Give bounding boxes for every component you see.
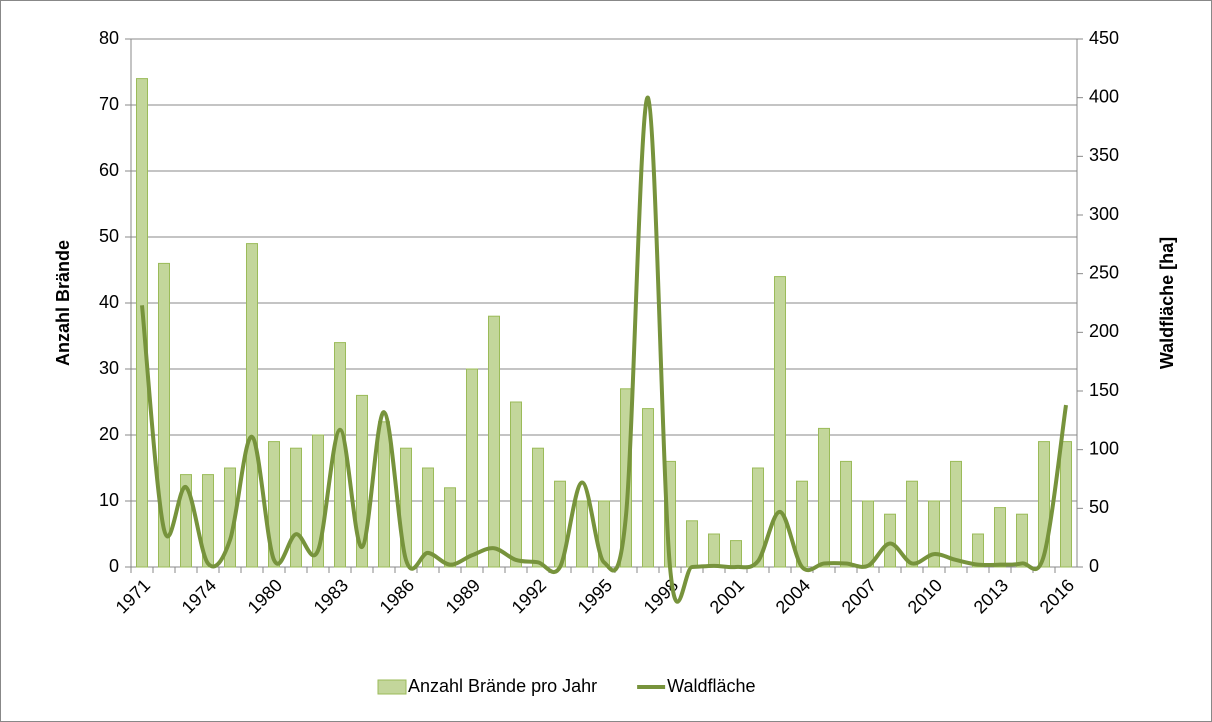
bar (180, 474, 192, 568)
y-tick-label: 40 (99, 292, 119, 312)
y2-tick-label: 200 (1089, 321, 1119, 341)
bar (598, 500, 610, 568)
legend-label: Waldfläche (667, 676, 755, 696)
y2-tick-label: 100 (1089, 438, 1119, 458)
bar (774, 276, 786, 568)
bar (268, 441, 280, 568)
y2-tick-label: 400 (1089, 86, 1119, 106)
y2-axis-title: Waldfläche [ha] (1157, 237, 1177, 369)
y-tick-label: 10 (99, 490, 119, 510)
bar (620, 388, 632, 568)
y2-tick-label: 50 (1089, 497, 1109, 517)
bar (246, 243, 258, 568)
legend-label: Anzahl Brände pro Jahr (408, 676, 597, 696)
bar (642, 408, 654, 568)
y-tick-label: 30 (99, 358, 119, 378)
y-tick-label: 20 (99, 424, 119, 444)
y2-tick-label: 250 (1089, 262, 1119, 282)
bar (818, 427, 830, 568)
bar (1038, 441, 1050, 568)
bar (884, 513, 896, 568)
bar (972, 533, 984, 568)
bar (994, 507, 1006, 568)
bar (158, 262, 170, 568)
bar (840, 460, 852, 568)
bar (488, 315, 500, 568)
y2-tick-label: 0 (1089, 556, 1099, 576)
y-tick-label: 60 (99, 160, 119, 180)
bar (466, 368, 478, 568)
y2-tick-label: 450 (1089, 28, 1119, 48)
y2-tick-label: 150 (1089, 380, 1119, 400)
bar (928, 500, 940, 568)
y-tick-label: 0 (109, 556, 119, 576)
y2-tick-label: 350 (1089, 145, 1119, 165)
bar (752, 467, 764, 568)
bar (1060, 441, 1072, 568)
bar (356, 394, 368, 568)
bar (730, 540, 742, 568)
bar (290, 447, 302, 568)
bar (532, 447, 544, 568)
bar (422, 467, 434, 568)
y-tick-label: 50 (99, 226, 119, 246)
legend-swatch (377, 679, 407, 695)
bar (400, 447, 412, 568)
bar (906, 480, 918, 568)
bar (312, 434, 324, 568)
y-tick-label: 70 (99, 94, 119, 114)
line (140, 95, 1068, 604)
bar (202, 474, 214, 568)
bar (510, 401, 522, 568)
bar (862, 500, 874, 568)
bar (950, 460, 962, 568)
bar (444, 487, 456, 568)
bar (708, 533, 720, 568)
bar (686, 520, 698, 568)
bar (334, 342, 346, 568)
y-tick-label: 80 (99, 28, 119, 48)
y-axis-title: Anzahl Brände (53, 240, 73, 366)
bar (576, 500, 588, 568)
y2-tick-label: 300 (1089, 204, 1119, 224)
bar (1016, 513, 1028, 568)
bar (378, 421, 390, 568)
